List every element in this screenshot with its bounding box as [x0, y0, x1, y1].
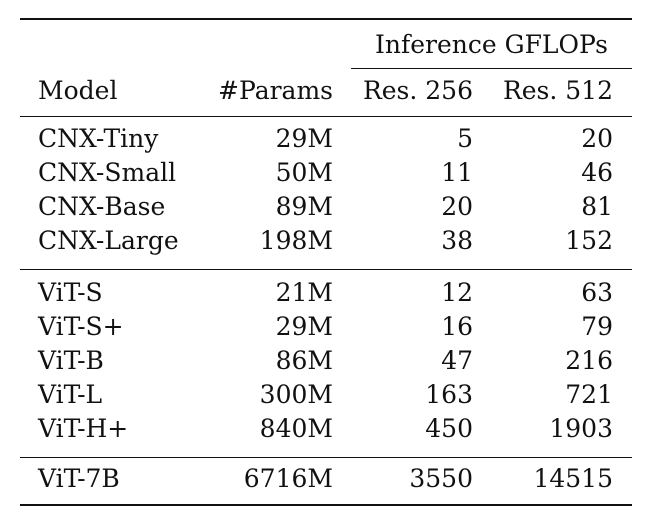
cell-model: CNX-Large	[38, 226, 179, 255]
group-header-rule	[351, 68, 632, 69]
cell-params: 50M	[275, 158, 333, 187]
cell-res-256: 12	[441, 278, 473, 307]
cell-res-256: 450	[425, 414, 473, 443]
cell-model: ViT-S+	[38, 312, 124, 341]
cell-res-256: 5	[457, 124, 473, 153]
cell-res-512: 216	[565, 346, 613, 375]
cell-res-512: 63	[581, 278, 613, 307]
cell-res-512: 152	[565, 226, 613, 255]
cell-res-256: 163	[425, 380, 473, 409]
cell-res-512: 20	[581, 124, 613, 153]
cell-model: CNX-Small	[38, 158, 177, 187]
cell-params: 86M	[275, 346, 333, 375]
cell-res-256: 3550	[409, 464, 473, 493]
cell-res-256: 16	[441, 312, 473, 341]
group-separator-rule-1	[20, 269, 632, 270]
cell-params: 89M	[275, 192, 333, 221]
column-header-model: Model	[38, 76, 118, 105]
header-bottom-rule	[20, 116, 632, 117]
cell-res-256: 11	[441, 158, 473, 187]
cell-res-512: 79	[581, 312, 613, 341]
cell-res-512: 1903	[549, 414, 613, 443]
cell-params: 300M	[259, 380, 333, 409]
bottom-rule	[20, 504, 632, 506]
cell-model: ViT-S	[38, 278, 103, 307]
cell-model: CNX-Tiny	[38, 124, 159, 153]
cell-res-256: 47	[441, 346, 473, 375]
group-separator-rule-2	[20, 457, 632, 458]
inference-gflops-header: Inference GFLOPs	[374, 30, 608, 59]
cell-res-512: 14515	[533, 464, 613, 493]
cell-model: ViT-B	[38, 346, 104, 375]
cell-model: ViT-L	[38, 380, 103, 409]
cell-model: ViT-7B	[38, 464, 120, 493]
cell-params: 840M	[259, 414, 333, 443]
cell-params: 29M	[275, 312, 333, 341]
cell-res-256: 20	[441, 192, 473, 221]
cell-params: 29M	[275, 124, 333, 153]
column-header-res-512: Res. 512	[502, 76, 613, 105]
cell-res-512: 46	[581, 158, 613, 187]
column-header-params: #Params	[218, 76, 333, 105]
cell-model: CNX-Base	[38, 192, 166, 221]
cell-params: 6716M	[243, 464, 333, 493]
column-header-res-256: Res. 256	[362, 76, 473, 105]
top-rule	[20, 18, 632, 20]
cell-res-512: 721	[565, 380, 613, 409]
cell-res-512: 81	[581, 192, 613, 221]
cell-params: 198M	[259, 226, 333, 255]
cell-params: 21M	[275, 278, 333, 307]
cell-res-256: 38	[441, 226, 473, 255]
cell-model: ViT-H+	[38, 414, 129, 443]
